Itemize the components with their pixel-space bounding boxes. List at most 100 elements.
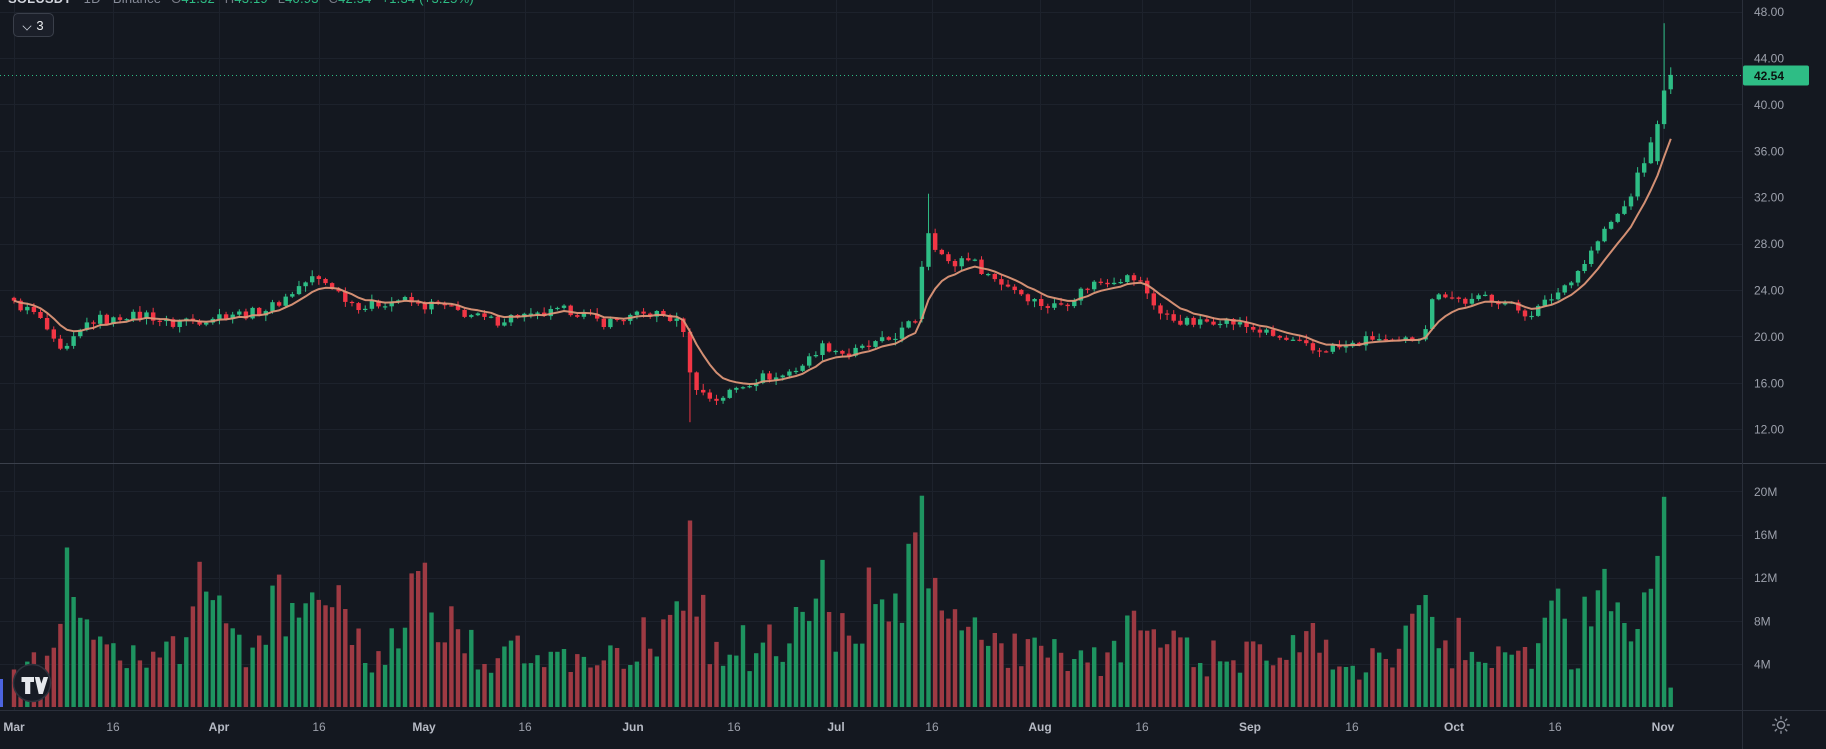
candle-body xyxy=(787,371,792,376)
volume-bar xyxy=(488,672,494,707)
candle-body xyxy=(151,312,156,321)
volume-bar xyxy=(919,495,925,707)
candle-body xyxy=(343,291,348,302)
candle-body xyxy=(1423,329,1428,340)
candle-body xyxy=(939,249,944,255)
volume-bar xyxy=(986,645,991,707)
time-tick-label: 16 xyxy=(518,720,532,734)
candle-body xyxy=(608,318,613,328)
candle-body xyxy=(1058,303,1064,305)
candle-body xyxy=(31,306,37,312)
candle-body xyxy=(528,313,534,315)
ma-line[interactable] xyxy=(13,138,1672,385)
candle-body xyxy=(1456,297,1461,299)
legend-separator: · xyxy=(75,0,80,6)
volume-bar xyxy=(1390,667,1395,707)
volume-bar xyxy=(674,601,679,707)
candle-body xyxy=(1251,327,1256,330)
volume-bar xyxy=(621,668,626,707)
candle-body xyxy=(568,305,573,316)
volume-bar xyxy=(402,627,408,707)
volume-bar xyxy=(1005,667,1011,707)
candle-body xyxy=(482,313,487,317)
volume-bar xyxy=(276,574,282,707)
symbol-legend[interactable]: SOLUSDT · 1D · Binance O41.32 H43.19 L40… xyxy=(8,0,474,6)
volume-bar xyxy=(290,603,295,707)
time-axis[interactable]: Mar 16 Apr 16 May 16 Jun 16 Jul 16 Aug 16 Sep 16 Oct 16… xyxy=(3,720,1674,734)
volume-bar xyxy=(575,654,580,707)
volume-bar xyxy=(1555,588,1561,707)
volume-bar xyxy=(522,663,527,707)
volume-bar xyxy=(595,665,600,707)
volume-bar xyxy=(376,651,381,707)
candle-body xyxy=(64,345,70,349)
candle-body xyxy=(124,319,129,321)
volume-bar xyxy=(1436,648,1441,707)
volume-bar xyxy=(1648,588,1654,707)
candle-body xyxy=(1032,299,1037,302)
volume-bar xyxy=(1516,650,1521,707)
volume-bar xyxy=(628,665,633,707)
volume-bar xyxy=(879,599,885,707)
time-tick-label: Jul xyxy=(827,720,844,734)
candle-body xyxy=(893,338,898,340)
candle-body xyxy=(1323,351,1329,353)
candle-body xyxy=(946,254,951,262)
candle-body xyxy=(1582,264,1587,271)
volume-tick-label: 8M xyxy=(1754,614,1771,628)
volume-bar xyxy=(1045,657,1050,707)
volume-bar xyxy=(396,648,401,707)
candle-body xyxy=(1489,294,1494,302)
price-axis[interactable]: 48.00 44.00 40.00 36.00 32.00 28.00 24.00 20.00… xyxy=(1754,5,1784,671)
candle-body xyxy=(111,317,116,324)
candle-body xyxy=(91,322,96,324)
volume-bar xyxy=(714,641,719,707)
price-tick-label: 20.00 xyxy=(1754,330,1784,344)
volume-bar xyxy=(939,610,944,707)
volume-bar xyxy=(1072,659,1077,707)
candle-body xyxy=(1628,196,1634,207)
candle-body xyxy=(84,322,90,330)
candle-body xyxy=(1383,339,1388,341)
volume-bar xyxy=(1257,644,1263,707)
tradingview-logo[interactable] xyxy=(12,663,52,703)
candle-body xyxy=(283,296,288,306)
volume-bar xyxy=(1350,665,1355,707)
candle-body xyxy=(131,311,136,320)
candle-body xyxy=(250,307,255,319)
candle-body xyxy=(747,386,752,388)
clipped-blue-bar xyxy=(0,679,3,707)
time-tick-label: May xyxy=(412,720,436,734)
volume-bar xyxy=(1602,568,1607,707)
candle-body xyxy=(349,301,355,304)
volume-bar xyxy=(1661,496,1667,707)
volume-bar xyxy=(1284,659,1289,707)
volume-bar xyxy=(1483,662,1488,707)
time-tick-label: Apr xyxy=(209,720,230,734)
volume-bar xyxy=(356,628,361,707)
volume-bar xyxy=(1237,672,1243,707)
volume-bar xyxy=(1204,676,1210,707)
candle-body xyxy=(1145,280,1150,294)
volume-bar xyxy=(1575,668,1581,707)
candle-body xyxy=(952,261,958,267)
candle-body xyxy=(614,318,620,320)
volume-bar xyxy=(495,658,500,707)
time-tick-label: Sep xyxy=(1239,720,1261,734)
volume-bar xyxy=(71,597,76,707)
volume-bar xyxy=(369,672,375,707)
candle-body xyxy=(1430,299,1435,329)
candle-body xyxy=(422,302,428,310)
volume-bar xyxy=(1244,641,1249,707)
symbol-name[interactable]: SOLUSDT xyxy=(8,0,72,6)
volume-bar xyxy=(296,617,302,707)
candle-body xyxy=(561,305,567,308)
candle-body xyxy=(879,337,885,342)
candle-body xyxy=(402,297,408,301)
candle-body xyxy=(416,302,421,304)
timeframe-label[interactable]: 1D xyxy=(84,0,101,6)
collapsed-indicators-chip[interactable]: 3 xyxy=(13,13,54,37)
sun-settings-icon[interactable] xyxy=(1770,714,1800,742)
volume-bar xyxy=(999,643,1004,707)
